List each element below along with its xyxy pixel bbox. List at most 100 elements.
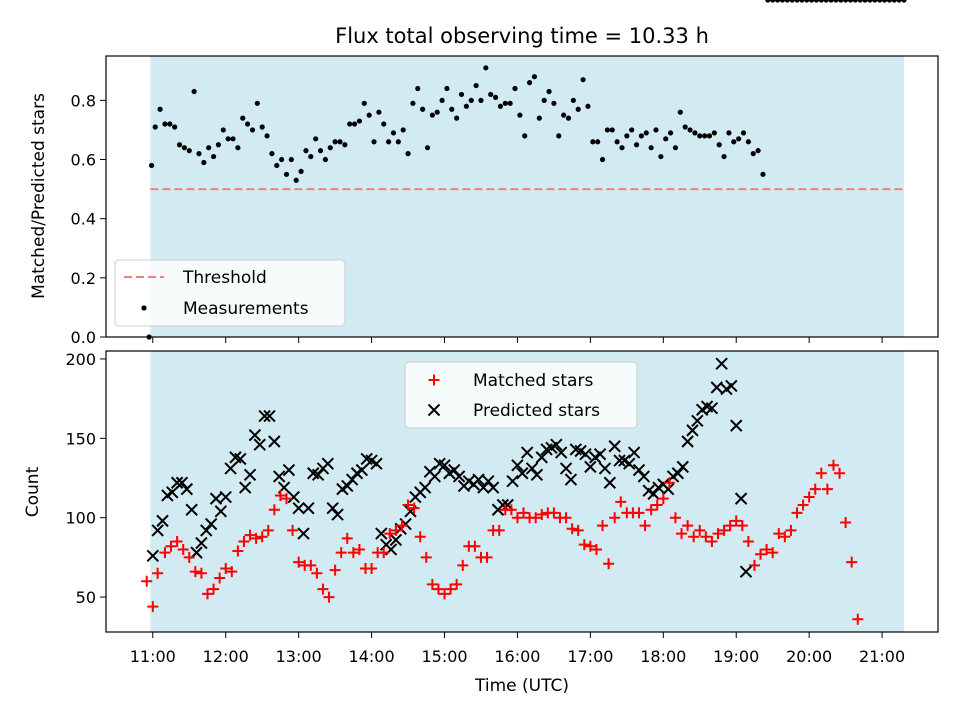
matched-point xyxy=(141,575,153,587)
matched-point xyxy=(846,556,858,568)
measurement-point xyxy=(813,0,820,3)
measurement-point xyxy=(823,0,829,3)
matched-point xyxy=(238,536,250,548)
predicted-point xyxy=(496,498,510,512)
legend-matched-label: Matched stars xyxy=(473,371,593,391)
predicted-point xyxy=(486,481,500,494)
predicted-point xyxy=(725,379,738,393)
predicted-point xyxy=(715,357,728,370)
matched-point xyxy=(663,477,675,489)
measurement-point xyxy=(745,139,751,145)
measurement-point xyxy=(590,139,596,145)
matched-point xyxy=(779,531,791,543)
matched-point xyxy=(815,467,827,479)
measurement-point xyxy=(356,118,363,124)
predicted-point xyxy=(418,481,432,494)
ratio-y-ticks: 0.0 0.2 0.4 0.6 0.8 xyxy=(71,91,106,347)
measurement-point xyxy=(492,94,499,101)
legend-matched-swatch xyxy=(428,374,440,386)
measurement-point xyxy=(303,148,309,154)
matched-point xyxy=(171,536,183,548)
measurement-point xyxy=(458,91,465,98)
predicted-point xyxy=(326,501,339,515)
predicted-point xyxy=(375,527,388,540)
predicted-point xyxy=(448,463,461,477)
matched-point xyxy=(834,467,846,479)
measurement-point xyxy=(157,106,163,112)
measurement-point xyxy=(390,130,397,136)
measurement-point xyxy=(473,82,479,89)
measurement-point xyxy=(148,162,155,169)
y-tick-label: 0.0 xyxy=(71,328,96,347)
matched-point xyxy=(347,547,359,559)
predicted-point xyxy=(253,438,266,451)
matched-point xyxy=(481,551,493,563)
measurement-point xyxy=(614,139,620,145)
predicted-point xyxy=(268,435,281,448)
measurement-point xyxy=(186,148,192,154)
matched-point xyxy=(767,547,779,559)
measurement-point xyxy=(381,121,387,127)
matched-point xyxy=(426,578,438,590)
measurement-point xyxy=(770,0,776,3)
matched-point xyxy=(639,520,651,532)
measurement-point xyxy=(711,130,717,136)
matched-point xyxy=(548,507,560,519)
measurement-point xyxy=(488,91,494,98)
measurement-point xyxy=(240,115,246,121)
predicted-point xyxy=(311,468,325,482)
x-tick-label: 12:00 xyxy=(203,647,249,666)
x-tick-label: 18:00 xyxy=(640,647,686,666)
predicted-point xyxy=(238,481,252,494)
matched-point xyxy=(226,566,238,578)
matched-point xyxy=(414,531,426,543)
measurement-point xyxy=(881,0,888,3)
predicted-point xyxy=(681,435,694,448)
measurement-point xyxy=(454,115,460,121)
predicted-point xyxy=(734,492,748,505)
measurement-point xyxy=(400,127,406,133)
measurement-point xyxy=(361,100,367,106)
measurement-point xyxy=(672,145,679,151)
predicted-point xyxy=(623,457,636,470)
matched-point xyxy=(700,531,712,543)
predicted-point xyxy=(331,508,344,521)
matched-point xyxy=(578,539,590,551)
predicted-point xyxy=(516,467,529,480)
x-tick-label: 16:00 xyxy=(494,647,540,666)
measurement-point xyxy=(259,124,265,130)
matched-point xyxy=(311,567,323,579)
measurements-series xyxy=(146,0,907,340)
measurement-point xyxy=(760,171,766,177)
measurement-point xyxy=(405,151,411,157)
matched-point xyxy=(147,601,159,613)
y-tick-label: 50 xyxy=(76,588,96,607)
matched-point xyxy=(560,512,572,524)
measurement-point xyxy=(444,85,450,92)
matched-point xyxy=(712,528,724,540)
measurement-point xyxy=(638,133,645,139)
measurement-point xyxy=(580,77,586,83)
matched-series xyxy=(141,460,864,625)
measurement-point xyxy=(371,139,377,145)
measurement-point xyxy=(162,121,168,127)
measurement-point xyxy=(784,0,790,3)
predicted-point xyxy=(608,440,621,453)
measurement-point xyxy=(828,0,834,3)
matched-point xyxy=(402,499,414,511)
x-tick-label: 14:00 xyxy=(349,647,395,666)
measurement-point xyxy=(308,153,314,160)
matched-point xyxy=(651,499,663,511)
matched-point xyxy=(615,496,627,508)
legend-box xyxy=(404,361,638,429)
x-axis-label: Time (UTC) xyxy=(474,676,569,696)
measurement-point xyxy=(507,100,513,106)
measurement-point xyxy=(750,151,756,157)
measurement-point xyxy=(648,145,654,151)
matched-point xyxy=(742,536,754,548)
predicted-point xyxy=(209,492,223,505)
predicted-point xyxy=(739,565,753,578)
matched-point xyxy=(232,545,244,557)
predicted-point xyxy=(530,468,544,482)
legend-predicted-swatch xyxy=(427,403,441,417)
